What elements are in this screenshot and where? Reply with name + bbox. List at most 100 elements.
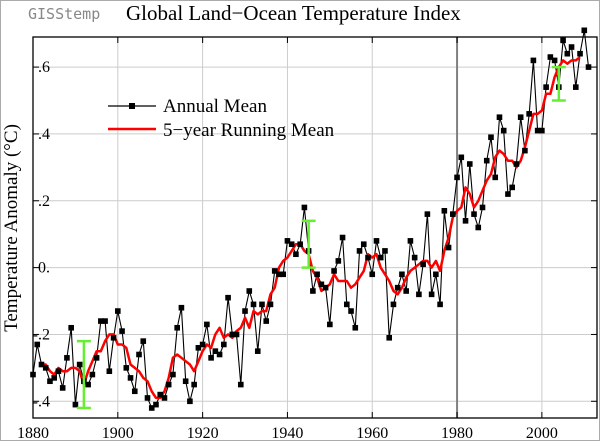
annual-point bbox=[263, 318, 270, 324]
annual-point bbox=[335, 258, 342, 264]
annual-point bbox=[221, 341, 227, 348]
annual-point bbox=[568, 44, 575, 50]
annual-point bbox=[72, 401, 79, 408]
annual-point bbox=[352, 324, 359, 331]
annual-point bbox=[547, 54, 554, 60]
y-tick-label: -.2 bbox=[33, 326, 50, 343]
annual-point bbox=[348, 308, 354, 314]
annual-point bbox=[581, 27, 588, 34]
annual-point bbox=[64, 355, 70, 361]
y-tick-label: .2 bbox=[38, 193, 50, 210]
annual-point bbox=[496, 114, 503, 121]
annual-point bbox=[68, 324, 74, 331]
annual-point bbox=[551, 57, 558, 64]
annual-point bbox=[254, 348, 261, 354]
annual-point bbox=[530, 57, 537, 64]
annual-point bbox=[327, 321, 333, 328]
annual-point bbox=[136, 351, 142, 358]
annual-point bbox=[314, 271, 320, 278]
annual-point bbox=[199, 341, 206, 348]
annual-point bbox=[513, 161, 520, 167]
annual-point bbox=[466, 161, 473, 167]
annual-point bbox=[191, 381, 197, 388]
annual-point bbox=[377, 254, 384, 261]
y-tick-label: .6 bbox=[38, 59, 50, 76]
annual-point bbox=[339, 234, 346, 241]
annual-point bbox=[148, 405, 155, 411]
annual-point bbox=[267, 301, 274, 308]
annual-point bbox=[356, 248, 363, 254]
annual-point bbox=[437, 301, 443, 308]
annual-point bbox=[250, 301, 257, 308]
annual-point bbox=[165, 381, 172, 388]
annual-point bbox=[123, 365, 130, 371]
annual-point bbox=[208, 355, 214, 361]
annual-point bbox=[288, 241, 295, 248]
annual-point bbox=[233, 331, 240, 338]
y-tick-label: .4 bbox=[38, 126, 50, 143]
annual-point bbox=[394, 284, 401, 291]
annual-point bbox=[322, 284, 329, 291]
annual-point bbox=[271, 268, 278, 274]
annual-point bbox=[85, 381, 91, 388]
annual-point bbox=[411, 254, 418, 261]
annual-point bbox=[318, 281, 325, 288]
annual-point bbox=[212, 348, 219, 354]
annual-point bbox=[170, 371, 176, 378]
error-bars bbox=[76, 65, 566, 410]
annual-point bbox=[534, 127, 541, 134]
annual-point bbox=[89, 371, 96, 378]
legend-running-mean-label: 5−year Running Mean bbox=[163, 120, 335, 141]
annual-point bbox=[483, 157, 490, 164]
annual-point bbox=[403, 288, 409, 294]
y-tick-label: -.4 bbox=[33, 393, 50, 410]
annual-mean-line bbox=[32, 30, 590, 409]
x-tick-label: 1920 bbox=[187, 425, 219, 441]
y-axis-ticks: -.4 -.2 0. .2 .4 .6 bbox=[33, 59, 597, 410]
annual-point bbox=[115, 308, 121, 314]
annual-point bbox=[517, 114, 524, 121]
annual-point bbox=[140, 338, 147, 344]
annual-point bbox=[131, 388, 138, 395]
annual-point bbox=[42, 365, 49, 371]
annual-point bbox=[475, 224, 482, 231]
x-tick-label: 1940 bbox=[271, 425, 303, 441]
annual-point bbox=[153, 401, 159, 408]
annual-point bbox=[93, 355, 100, 361]
annual-point bbox=[34, 341, 41, 348]
annual-point bbox=[331, 268, 337, 274]
annual-point bbox=[237, 381, 244, 388]
annual-point bbox=[386, 334, 393, 341]
annual-point bbox=[259, 301, 265, 308]
annual-point bbox=[157, 391, 164, 398]
annual-point bbox=[76, 361, 83, 368]
running-mean-line bbox=[41, 56, 581, 400]
annual-point bbox=[55, 368, 62, 375]
annual-point bbox=[127, 375, 134, 381]
annual-point bbox=[310, 288, 316, 294]
annual-point bbox=[161, 395, 168, 401]
annual-point bbox=[119, 328, 125, 334]
annual-point bbox=[433, 271, 439, 278]
x-tick-label: 1880 bbox=[17, 425, 49, 441]
annual-point bbox=[59, 385, 66, 391]
annual-point bbox=[144, 395, 151, 401]
annual-point bbox=[505, 191, 511, 197]
annual-point bbox=[572, 84, 579, 90]
annual-point bbox=[246, 288, 253, 294]
legend: Annual Mean 5−year Running Mean bbox=[108, 96, 335, 141]
annual-point bbox=[360, 241, 367, 248]
annual-point bbox=[51, 375, 58, 381]
annual-point bbox=[344, 301, 350, 308]
annual-point bbox=[280, 271, 286, 278]
annual-point bbox=[585, 64, 592, 70]
annual-point bbox=[522, 147, 528, 154]
annual-point bbox=[509, 184, 515, 191]
annual-point bbox=[365, 254, 371, 261]
annual-point bbox=[445, 244, 452, 251]
annual-point bbox=[479, 204, 486, 211]
annual-point bbox=[560, 37, 566, 44]
gisstemp-brand: GISStemp bbox=[28, 5, 100, 23]
annual-point bbox=[450, 211, 456, 217]
